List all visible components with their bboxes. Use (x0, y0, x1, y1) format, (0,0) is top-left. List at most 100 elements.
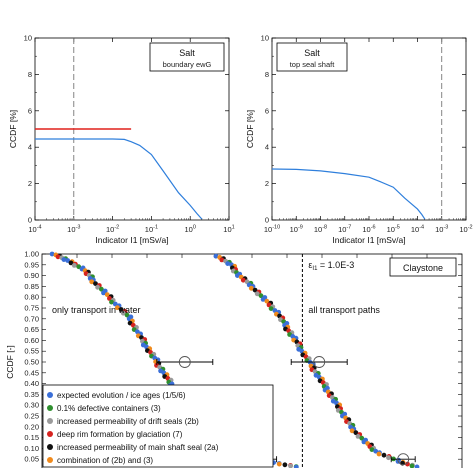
left-curve-point (112, 301, 118, 307)
tl-ytick-label: 4 (28, 143, 32, 152)
bottom-ytick-label: 0.30 (24, 401, 39, 410)
left-curve-point (49, 251, 55, 257)
right-curve-point (373, 448, 379, 454)
right-curve-point (355, 434, 361, 439)
right-curve-point (213, 253, 219, 259)
right-curve-point (268, 306, 274, 311)
tr-xtick-label: 10-8 (314, 225, 327, 235)
tl-xtick-label: 10-3 (67, 225, 80, 235)
bottom-ytick-label: 0.65 (24, 325, 39, 334)
tr-ytick-label: 8 (265, 70, 269, 79)
right-curve-point (252, 287, 258, 293)
tr-xtick-label: 10-2 (459, 225, 472, 235)
epsilon-annotation: εI1 = 1.0E-3 (308, 260, 354, 272)
bottom-ytick-label: 0.90 (24, 271, 39, 280)
tl-ytick-label: 8 (28, 70, 32, 79)
legend-marker (47, 392, 53, 398)
right-curve-point (272, 308, 278, 313)
right-curve-point (353, 430, 359, 436)
tr-xtick-label: 10-9 (290, 225, 303, 235)
bottom-ytick-label: 0.50 (24, 358, 39, 367)
bottom-ytick-label: 0.25 (24, 412, 39, 421)
bottom-box-title: Claystone (403, 263, 443, 273)
right-curve-point (254, 291, 260, 297)
tl-box-title: Salt (179, 48, 195, 58)
left-curve-point (115, 305, 120, 311)
right-curve-point (235, 273, 240, 278)
left-curve-point (107, 296, 112, 301)
left-curve-point (104, 292, 110, 298)
median-marker (313, 356, 326, 368)
tr-xtick-label: 10-4 (411, 225, 424, 235)
right-curve-point (361, 439, 367, 445)
bottom-title-box (389, 257, 457, 277)
tr-ylabel: CCDF [%] (245, 110, 255, 148)
left-curve-point (61, 257, 67, 262)
right-curve-point (359, 435, 365, 441)
tl-title-box (149, 42, 225, 72)
bottom-ytick-label: 0.75 (24, 304, 39, 313)
left-curve-point (288, 463, 293, 468)
legend-marker (47, 457, 53, 463)
legend-label: deep rim formation by glaciation (7) (57, 430, 183, 439)
right-curve-point (266, 302, 272, 308)
bottom-ytick-label: 0.15 (24, 433, 39, 442)
tr-ytick-label: 4 (265, 143, 269, 152)
right-curve-point (258, 293, 264, 299)
tr-title-box (276, 42, 348, 72)
tl-xtick-label: 100 (184, 225, 195, 235)
tr-xtick-label: 10-5 (387, 225, 400, 235)
right-curve-point (264, 298, 270, 304)
median-marker (178, 356, 191, 368)
left-curve-point (65, 258, 71, 263)
tr-xtick-label: 10-7 (338, 225, 351, 235)
left-curve-point (68, 260, 74, 266)
left-curve-point (99, 286, 104, 292)
right-curve-point (405, 461, 410, 467)
right-curve-point (409, 463, 415, 468)
right-curve-point (225, 261, 231, 266)
legend-marker (47, 431, 53, 437)
tr-ytick-label: 0 (265, 216, 269, 225)
right-curve-point (386, 455, 391, 461)
right-curve-point (381, 452, 387, 458)
left-curve-point (93, 281, 98, 286)
bottom-ytick-label: 0.80 (24, 293, 39, 302)
left-curve-point (276, 461, 282, 467)
right-curve-point (219, 257, 225, 263)
tl-xtick-label: 10-4 (28, 225, 41, 235)
left-curve-point (120, 310, 126, 316)
tr-xtick-label: 10-3 (435, 225, 448, 235)
left-curve-point (293, 464, 299, 468)
legend-label: expected evolution / ice ages (1/5/6) (57, 391, 186, 400)
tl-box-subtitle: boundary ewG (163, 60, 212, 69)
bottom-ytick-label: 1.00 (24, 250, 39, 259)
legend-label: combination of (2b) and (3) (57, 456, 153, 465)
tl-ytick-label: 0 (28, 216, 32, 225)
label-all-transport-paths: all transport paths (308, 305, 380, 315)
bottom-ytick-label: 0.70 (24, 314, 39, 323)
bottom-ytick-label: 0.95 (24, 260, 39, 269)
bottom-ytick-label: 0.20 (24, 422, 39, 431)
legend-label: 0.1% defective containers (3) (57, 404, 161, 413)
right-curve-point (248, 285, 254, 291)
bottom-ytick-label: 0.05 (24, 455, 39, 464)
tl-ytick-label: 2 (28, 179, 32, 188)
tl-ytick-label: 10 (24, 34, 32, 43)
left-curve-point (76, 264, 82, 270)
tl-xtick-label: 10-2 (106, 225, 119, 235)
right-curve-point (349, 428, 355, 434)
tl-xtick-label: 101 (223, 225, 234, 235)
legend-label: increased permeability of drift seals (2… (57, 417, 199, 426)
bottom-ylabel: CCDF [-] (5, 345, 15, 379)
right-curve-point (260, 297, 266, 302)
right-curve-point (369, 447, 375, 452)
left-curve-point (282, 462, 288, 468)
tl-xtick-label: 10-1 (145, 225, 158, 235)
left-curve-point (101, 290, 106, 296)
left-curve-point (118, 307, 124, 312)
right-curve-point (376, 451, 382, 457)
left-curve-point (89, 279, 95, 285)
tr-box-title: Salt (304, 48, 320, 58)
